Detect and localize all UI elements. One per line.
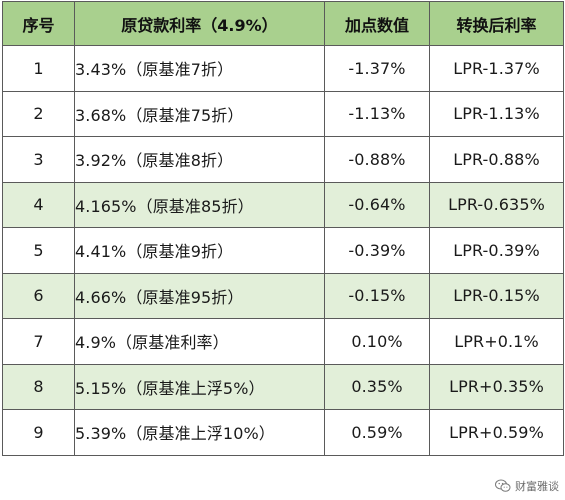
cell-converted-rate: LPR-0.15% [429,272,564,319]
cell-add-points: -0.15% [324,272,430,319]
cell-add-points: 0.10% [324,318,430,365]
header-converted-rate: 转换后利率 [429,1,564,46]
cell-converted-rate: LPR-0.635% [429,181,564,228]
header-add-points: 加点数值 [324,1,430,46]
table-row: 7 4.9%（原基准利率） 0.10% LPR+0.1% [2,318,564,365]
table-row: 8 5.15%（原基准上浮5%） 0.35% LPR+0.35% [2,363,564,410]
table-row: 1 3.43%（原基准7折） -1.37% LPR-1.37% [2,45,564,92]
header-original-rate: 原贷款利率（4.9%） [74,1,325,46]
cell-no: 2 [2,90,75,137]
table-row: 6 4.66%（原基准95折） -0.15% LPR-0.15% [2,272,564,319]
cell-no: 5 [2,227,75,274]
cell-original-rate: 4.9%（原基准利率） [74,318,325,365]
table-row: 5 4.41%（原基准9折） -0.39% LPR-0.39% [2,227,564,274]
table-row: 4 4.165%（原基准85折） -0.64% LPR-0.635% [2,181,564,228]
cell-add-points: -0.39% [324,227,430,274]
cell-no: 6 [2,272,75,319]
cell-converted-rate: LPR-1.13% [429,90,564,137]
rate-conversion-table: 序号 原贷款利率（4.9%） 加点数值 转换后利率 1 3.43%（原基准7折）… [2,1,564,456]
cell-converted-rate: LPR-1.37% [429,45,564,92]
header-no: 序号 [2,1,75,46]
watermark: 财富雅谈 [495,478,559,494]
cell-add-points: -1.37% [324,45,430,92]
cell-converted-rate: LPR+0.35% [429,363,564,410]
cell-no: 7 [2,318,75,365]
cell-no: 8 [2,363,75,410]
table-row: 9 5.39%（原基准上浮10%） 0.59% LPR+0.59% [2,409,564,456]
cell-original-rate: 4.165%（原基准85折） [74,181,325,228]
cell-original-rate: 3.92%（原基准8折） [74,136,325,183]
table-row: 2 3.68%（原基准75折） -1.13% LPR-1.13% [2,90,564,137]
table-row: 3 3.92%（原基准8折） -0.88% LPR-0.88% [2,136,564,183]
cell-no: 1 [2,45,75,92]
cell-add-points: 0.59% [324,409,430,456]
cell-original-rate: 5.39%（原基准上浮10%） [74,409,325,456]
cell-converted-rate: LPR-0.88% [429,136,564,183]
cell-add-points: 0.35% [324,363,430,410]
cell-converted-rate: LPR-0.39% [429,227,564,274]
table-body: 1 3.43%（原基准7折） -1.37% LPR-1.37% 2 3.68%（… [2,45,564,456]
cell-add-points: -0.64% [324,181,430,228]
header-row: 序号 原贷款利率（4.9%） 加点数值 转换后利率 [2,1,564,46]
cell-no: 9 [2,409,75,456]
cell-converted-rate: LPR+0.59% [429,409,564,456]
cell-original-rate: 5.15%（原基准上浮5%） [74,363,325,410]
wechat-icon [495,479,511,493]
cell-add-points: -1.13% [324,90,430,137]
cell-no: 3 [2,136,75,183]
cell-original-rate: 4.66%（原基准95折） [74,272,325,319]
watermark-text: 财富雅谈 [515,480,559,493]
cell-no: 4 [2,181,75,228]
cell-original-rate: 3.68%（原基准75折） [74,90,325,137]
cell-original-rate: 4.41%（原基准9折） [74,227,325,274]
cell-original-rate: 3.43%（原基准7折） [74,45,325,92]
cell-add-points: -0.88% [324,136,430,183]
cell-converted-rate: LPR+0.1% [429,318,564,365]
